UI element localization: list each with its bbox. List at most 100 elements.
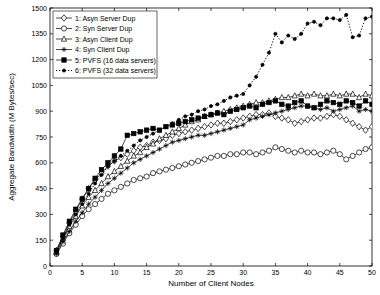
point: [266, 112, 271, 117]
x-tick: [211, 263, 212, 266]
point: [92, 201, 97, 206]
point: [132, 131, 136, 135]
point: [105, 181, 110, 186]
point: [358, 34, 361, 37]
point: [267, 51, 270, 54]
point: [112, 176, 117, 181]
x-tick: [243, 8, 244, 11]
point: [215, 110, 220, 115]
legend-label: 4: Syn Client Dup: [75, 46, 130, 54]
point: [99, 196, 104, 201]
point: [81, 202, 84, 205]
point: [74, 213, 77, 216]
point: [234, 152, 239, 157]
y-tick: [50, 59, 53, 60]
point: [369, 109, 372, 114]
point: [344, 91, 349, 96]
point: [157, 136, 162, 141]
point: [337, 152, 342, 157]
point: [312, 20, 315, 23]
point: [189, 134, 194, 139]
point: [369, 123, 372, 129]
y-tick: [369, 214, 372, 215]
point: [158, 129, 161, 132]
point: [73, 213, 78, 218]
point: [126, 149, 129, 152]
x-tick-label: 5: [80, 269, 84, 276]
x-tick-label: 10: [111, 269, 119, 276]
x-tick-label: 15: [143, 269, 151, 276]
point: [202, 123, 207, 129]
point: [325, 99, 329, 103]
point: [311, 105, 316, 110]
point: [350, 120, 355, 126]
point: [279, 146, 284, 151]
x-tick: [178, 263, 179, 266]
point: [170, 129, 175, 134]
series: [55, 13, 372, 254]
point: [229, 96, 232, 99]
y-tick: [50, 214, 53, 215]
point: [99, 167, 103, 171]
point: [370, 15, 372, 18]
point: [279, 94, 284, 99]
point: [203, 108, 206, 111]
point: [196, 117, 201, 122]
point: [119, 154, 122, 157]
point: [318, 152, 323, 157]
point: [357, 150, 362, 155]
x-tick: [82, 263, 83, 266]
point: [324, 105, 329, 110]
y-tick-label: 900: [35, 108, 47, 115]
point: [183, 162, 188, 167]
point: [208, 131, 213, 136]
point: [183, 136, 188, 141]
point: [131, 160, 136, 165]
point: [305, 103, 310, 108]
point: [87, 192, 90, 195]
point: [170, 165, 175, 170]
x-tick-label: 30: [239, 269, 247, 276]
point: [357, 123, 362, 129]
point: [324, 150, 329, 155]
y-tick: [50, 162, 53, 163]
point: [157, 146, 162, 151]
point: [208, 122, 213, 128]
point: [221, 153, 226, 158]
y-tick: [369, 188, 372, 189]
point: [292, 150, 297, 155]
x-tick: [339, 263, 340, 266]
point: [163, 132, 168, 137]
point: [261, 63, 264, 66]
point: [93, 182, 96, 185]
point: [144, 153, 149, 158]
point: [164, 125, 167, 128]
point: [164, 124, 168, 128]
point: [350, 153, 355, 158]
point: [363, 146, 368, 151]
point: [197, 110, 200, 113]
point: [247, 117, 252, 122]
point: [176, 130, 181, 136]
x-tick: [275, 8, 276, 11]
point: [157, 169, 162, 174]
plot-area: [54, 13, 372, 256]
point: [287, 34, 290, 37]
x-tick: [339, 8, 340, 11]
y-tick: [50, 8, 53, 9]
y-tick-label: 450: [35, 185, 47, 192]
point: [215, 153, 220, 158]
point: [280, 41, 283, 44]
point: [248, 84, 251, 87]
point: [286, 94, 291, 99]
y-tick: [369, 266, 372, 267]
point: [235, 107, 239, 111]
point: [273, 145, 278, 150]
point: [357, 94, 362, 99]
point: [300, 32, 303, 35]
point: [299, 118, 304, 124]
legend-label: 3: Asyn Client Dup: [75, 36, 133, 44]
point: [61, 237, 64, 240]
legend-marker: [61, 15, 66, 21]
point: [189, 127, 194, 133]
